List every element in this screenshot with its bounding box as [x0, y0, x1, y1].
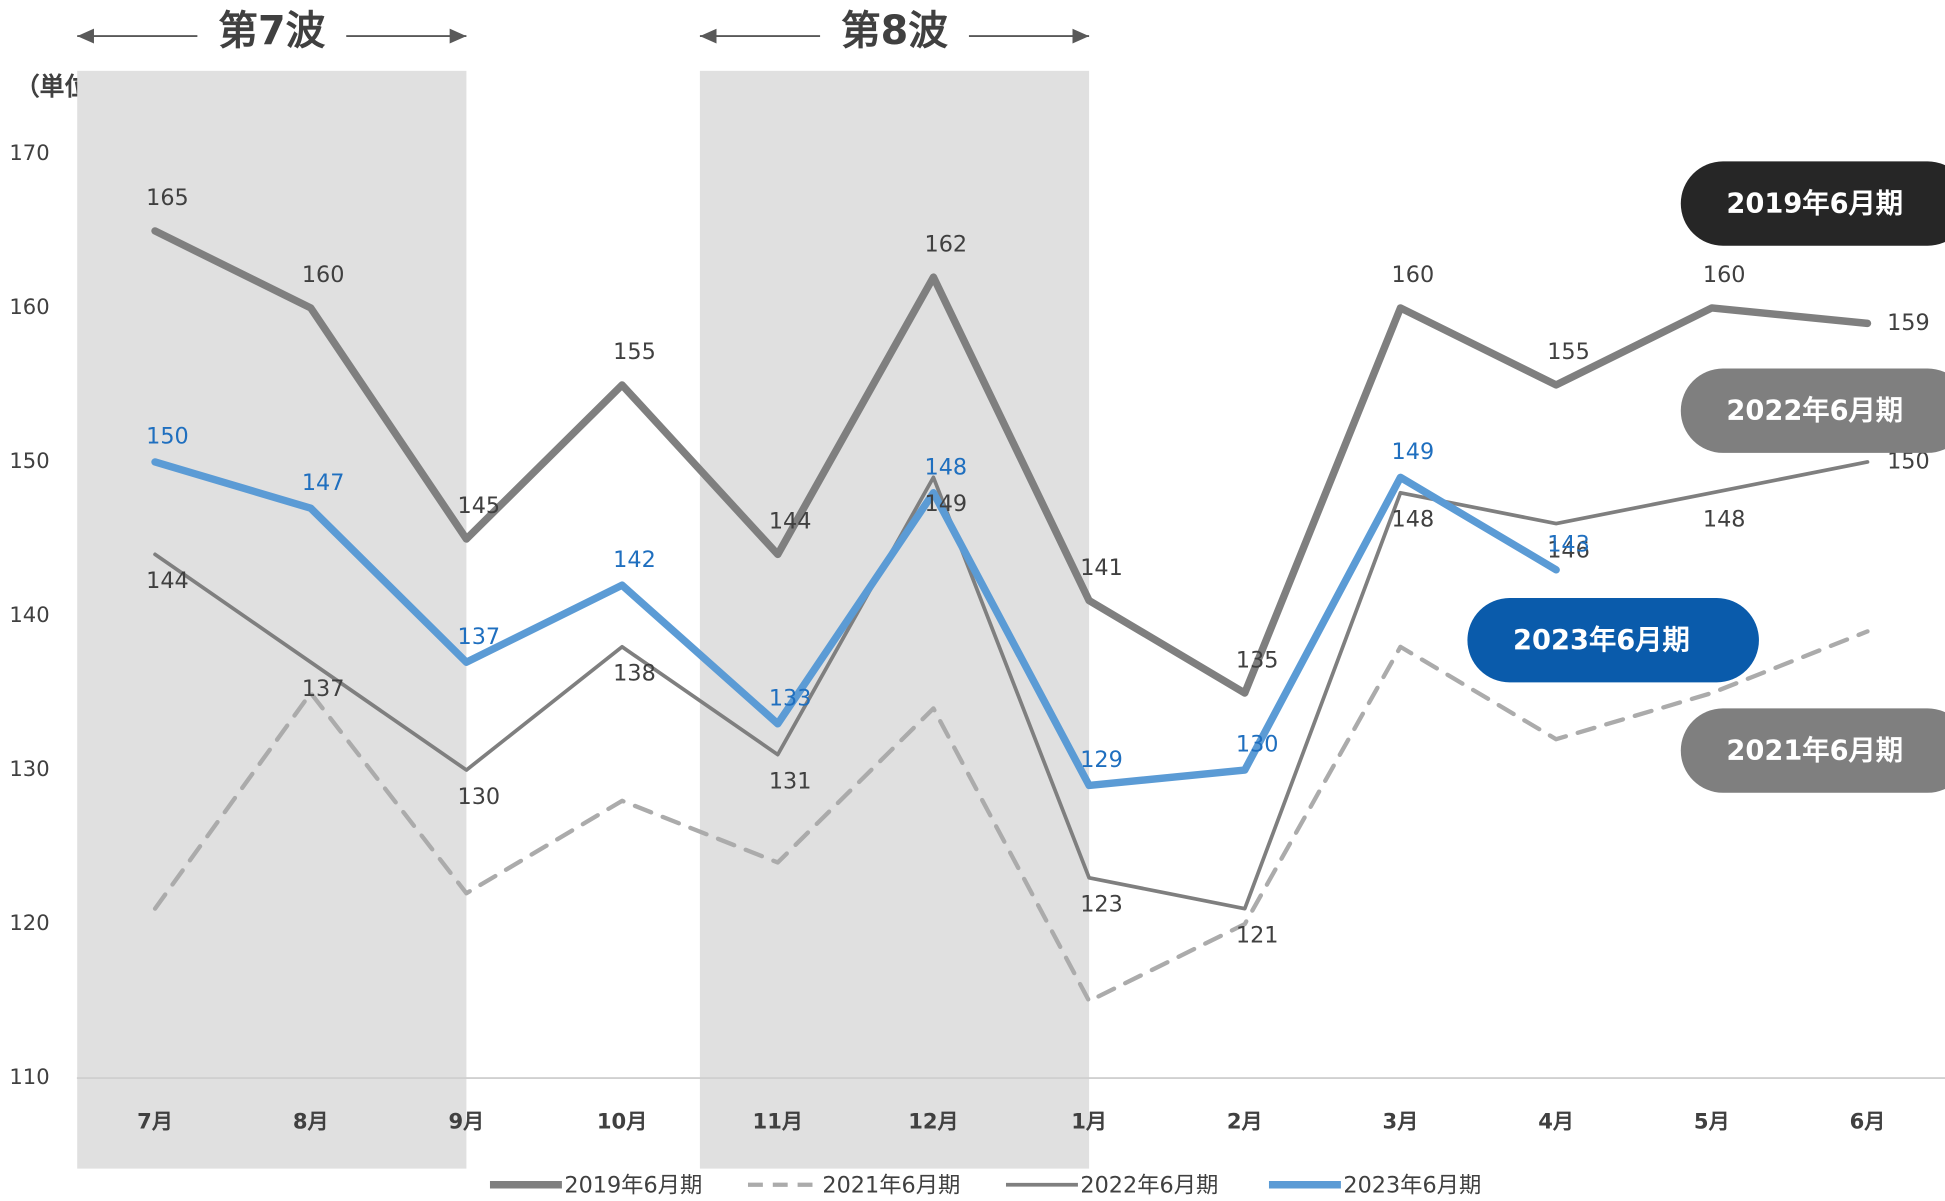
data-label: 133: [769, 686, 812, 712]
x-tick-label: 5月: [1694, 1109, 1730, 1134]
y-tick-label: 150: [9, 448, 49, 473]
series-badge: [1467, 598, 1759, 683]
y-tick-label: 140: [9, 602, 49, 627]
data-label: 162: [925, 231, 968, 257]
series-badge-label: 2021年6月期: [1726, 734, 1903, 766]
wave-band: [77, 70, 467, 1169]
data-label: 149: [1392, 439, 1435, 465]
data-label: 137: [302, 676, 345, 702]
data-label: 121: [1236, 922, 1279, 948]
data-label: 155: [613, 339, 656, 365]
data-label: 131: [769, 768, 812, 794]
series-badge: [1680, 708, 1945, 793]
legend-label: 2021年6月期: [822, 1172, 960, 1198]
x-tick-label: 9月: [449, 1109, 485, 1134]
y-tick-label: 160: [9, 294, 49, 319]
x-tick-label: 10月: [597, 1109, 647, 1134]
x-tick-label: 6月: [1850, 1109, 1886, 1134]
data-label: 144: [769, 509, 812, 535]
data-label: 130: [1236, 732, 1279, 758]
series-badge: [1680, 161, 1945, 246]
data-label: 165: [146, 185, 189, 211]
data-label: 150: [146, 424, 189, 450]
data-label: 123: [1080, 892, 1123, 918]
x-tick-label: 12月: [908, 1109, 958, 1134]
background-layer: 第7波 第8波: [77, 8, 1090, 1169]
x-tick-label: 2月: [1227, 1109, 1263, 1134]
data-label: 145: [458, 493, 501, 519]
series-line: [151, 458, 1560, 790]
data-label: 138: [613, 661, 656, 687]
wave-band: [699, 70, 1090, 1169]
x-tick-label: 11月: [753, 1109, 803, 1134]
data-label: 159: [1887, 310, 1930, 336]
data-label: 142: [613, 547, 656, 573]
y-tick-label: 130: [9, 756, 49, 781]
data-label: 160: [1703, 262, 1746, 288]
series-line: [151, 227, 1872, 697]
series-badge-label: 2019年6月期: [1726, 187, 1903, 219]
series-badge-label: 2022年6月期: [1726, 394, 1903, 426]
series-line: [152, 629, 1870, 1004]
y-tick-label: 110: [9, 1064, 49, 1089]
y-tick-label: 120: [9, 910, 49, 935]
x-tick-label: 3月: [1383, 1109, 1419, 1134]
x-tick-label: 1月: [1071, 1109, 1107, 1134]
legend-label: 2022年6月期: [1080, 1172, 1218, 1198]
data-label: 155: [1547, 339, 1590, 365]
data-label: 160: [1392, 262, 1435, 288]
data-label: 129: [1080, 747, 1123, 773]
wave-label: 第8波: [841, 8, 948, 54]
data-label: 143: [1547, 531, 1590, 557]
data-label: 141: [1080, 555, 1123, 581]
series-badge-label: 2023年6月期: [1513, 624, 1690, 656]
data-label: 146: [1547, 537, 1590, 563]
y-tick-label: 170: [9, 140, 49, 165]
data-label: 130: [458, 784, 501, 810]
data-label: 135: [1236, 647, 1279, 673]
data-label: 148: [1703, 507, 1746, 533]
wave-label: 第7波: [218, 8, 325, 54]
data-label: 149: [925, 491, 968, 517]
series-line: [153, 460, 1870, 911]
data-label: 144: [146, 568, 189, 594]
x-tick-label: 7月: [137, 1109, 173, 1134]
legend-label: 2023年6月期: [1343, 1172, 1481, 1198]
legend-label: 2019年6月期: [564, 1172, 702, 1198]
data-label: 148: [1392, 507, 1435, 533]
x-tick-label: 4月: [1538, 1109, 1574, 1134]
data-label: 137: [458, 624, 501, 650]
series-badge: [1680, 368, 1945, 453]
data-label: 148: [925, 454, 968, 480]
data-label: 160: [302, 262, 345, 288]
x-tick-label: 8月: [293, 1109, 329, 1134]
data-label: 147: [302, 470, 345, 496]
